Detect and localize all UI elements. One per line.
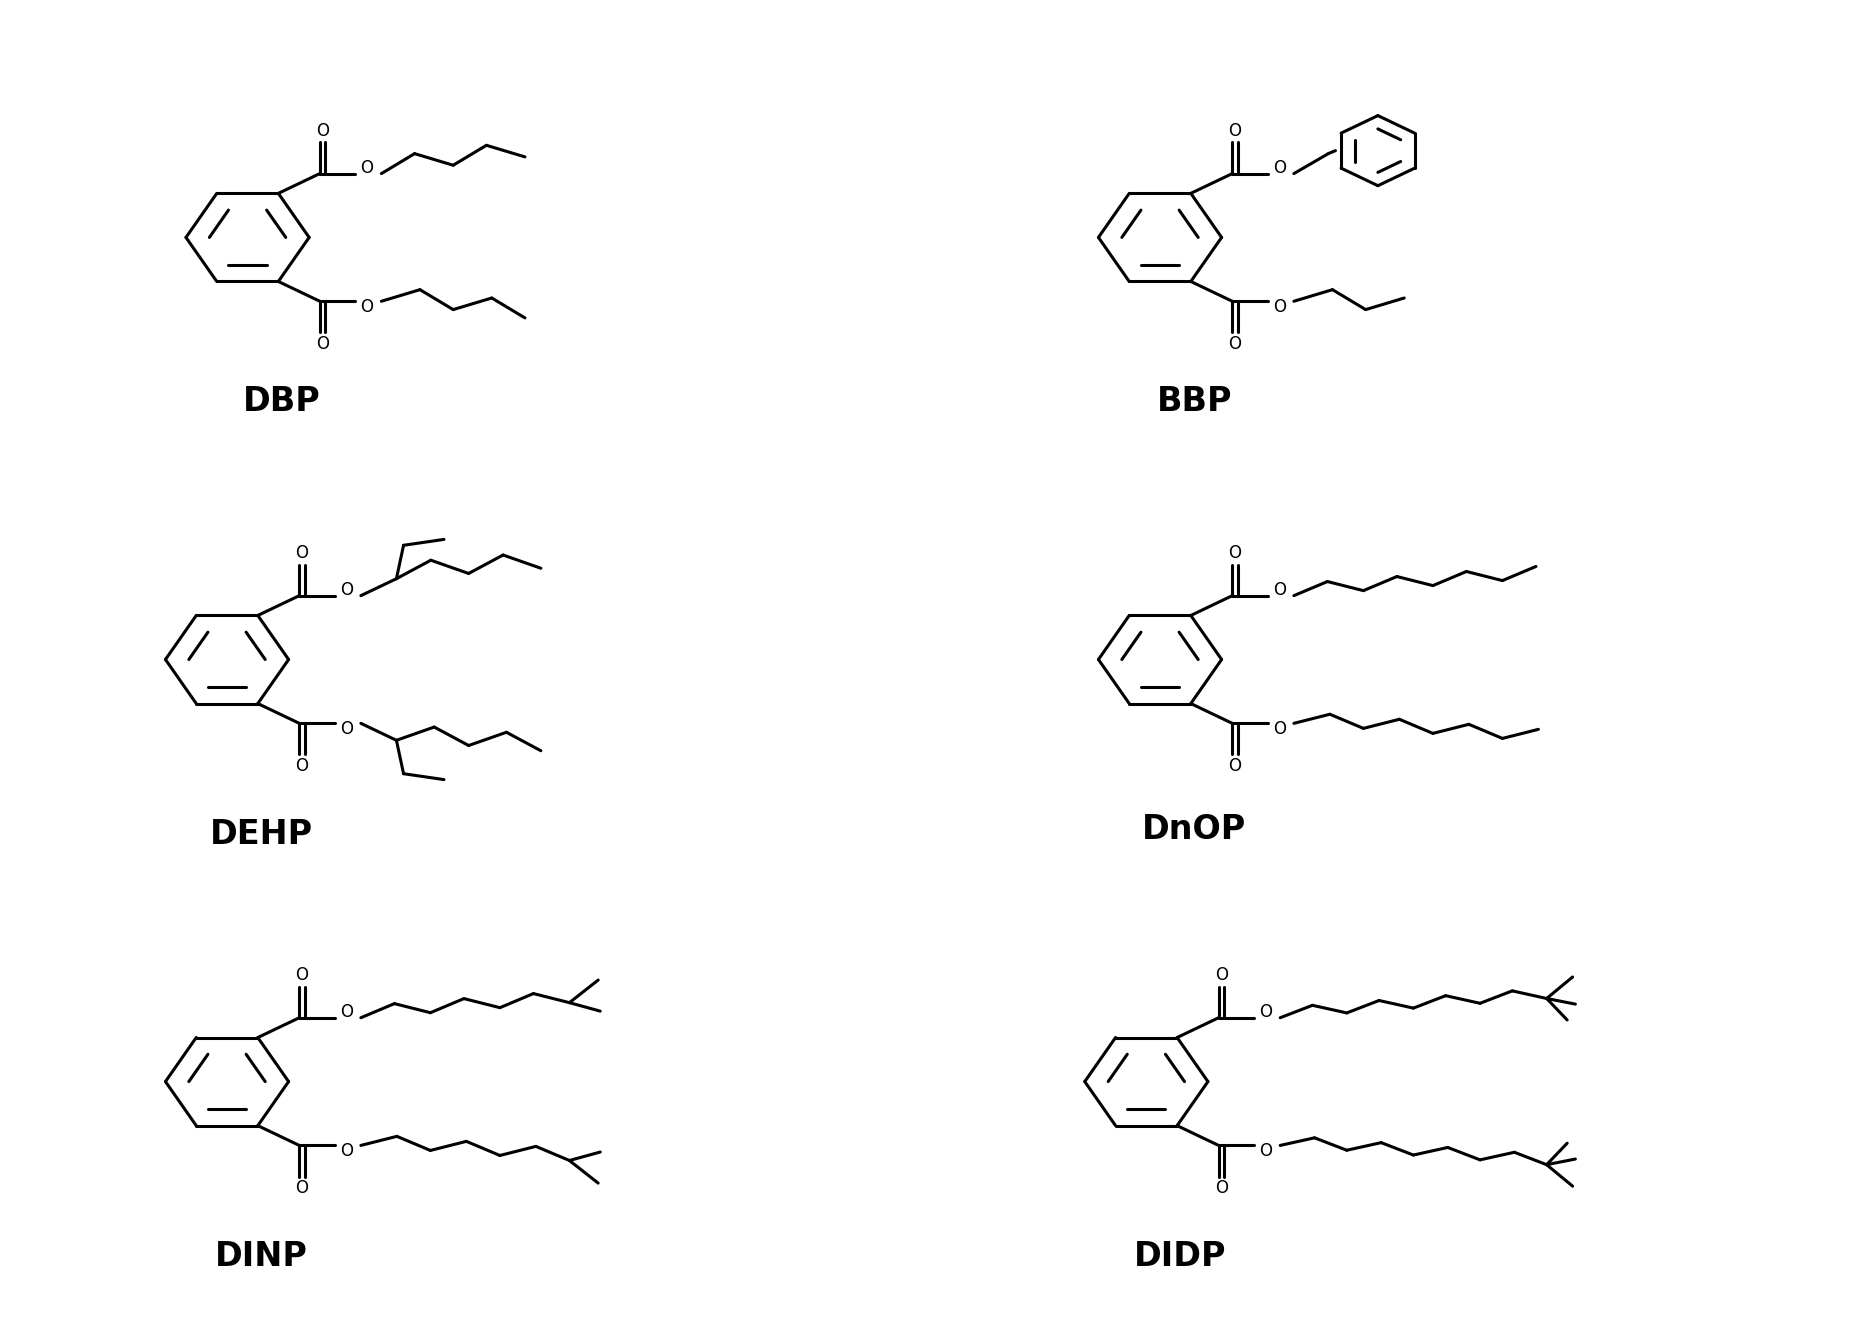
Text: O: O	[1260, 1002, 1273, 1021]
Text: O: O	[1228, 757, 1241, 774]
Text: O: O	[340, 720, 353, 739]
Text: O: O	[340, 580, 353, 599]
Text: O: O	[1215, 1179, 1228, 1196]
Text: O: O	[315, 123, 328, 140]
Text: O: O	[1273, 580, 1286, 599]
Text: DEHP: DEHP	[209, 818, 313, 851]
Text: O: O	[1228, 545, 1241, 562]
Text: O: O	[1273, 298, 1286, 317]
Text: O: O	[1215, 967, 1228, 984]
Text: O: O	[360, 298, 373, 317]
Text: O: O	[1228, 123, 1241, 140]
Text: O: O	[1273, 158, 1286, 177]
Text: DIDP: DIDP	[1135, 1240, 1226, 1273]
Text: O: O	[1273, 720, 1286, 739]
Text: O: O	[1228, 335, 1241, 352]
Text: O: O	[295, 545, 308, 562]
Text: DnOP: DnOP	[1142, 813, 1246, 845]
Text: O: O	[295, 757, 308, 774]
Text: BBP: BBP	[1157, 385, 1232, 418]
Text: O: O	[1260, 1142, 1273, 1161]
Text: O: O	[295, 1179, 308, 1196]
Text: DBP: DBP	[243, 385, 321, 418]
Text: O: O	[360, 158, 373, 177]
Text: O: O	[340, 1142, 353, 1161]
Text: O: O	[295, 967, 308, 984]
Text: O: O	[340, 1002, 353, 1021]
Text: O: O	[315, 335, 328, 352]
Text: DINP: DINP	[215, 1240, 308, 1273]
